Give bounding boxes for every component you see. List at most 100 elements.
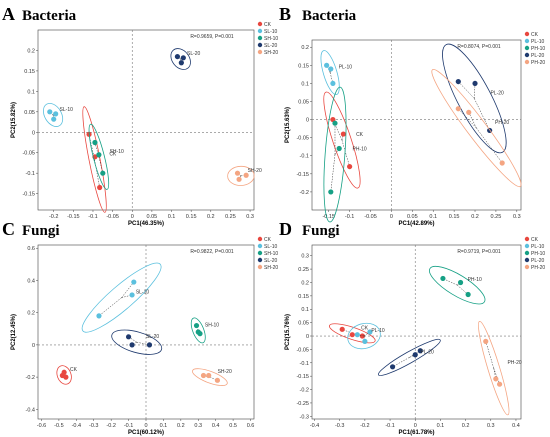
legend-label: PL-20 <box>531 53 545 59</box>
legend-marker <box>524 38 530 44</box>
confidence-ellipse <box>377 338 441 376</box>
legend-label: PL-10 <box>531 39 545 45</box>
data-point <box>359 333 365 339</box>
panel-title: Bacteria <box>22 8 77 24</box>
data-point <box>129 292 135 298</box>
data-point <box>206 372 212 379</box>
x-tick-label: -0.3 <box>89 423 98 429</box>
group-label: SH-10 <box>205 322 219 328</box>
data-point <box>472 80 478 87</box>
spider-line <box>98 156 104 174</box>
spider-line <box>468 112 477 129</box>
group-label: SL-10 <box>136 290 150 296</box>
data-point <box>96 313 102 319</box>
x-tick-label: -0.15 <box>67 214 80 220</box>
spider-line <box>493 368 500 385</box>
y-tick-label: -0.15 <box>296 172 309 178</box>
group-label: CK <box>361 325 369 331</box>
spider-line <box>458 108 477 129</box>
data-point <box>243 172 249 178</box>
group-label: PL-10 <box>371 328 385 334</box>
legend-marker <box>257 35 263 41</box>
plot-frame <box>37 29 255 211</box>
y-tick-label: -0.2 <box>26 375 35 381</box>
confidence-ellipse <box>328 323 376 344</box>
data-point <box>47 109 53 115</box>
y-tick-label: -0.1 <box>300 154 309 160</box>
data-point <box>457 279 464 286</box>
y-tick-label: -0.2 <box>300 190 309 196</box>
x-tick-label: -0.6 <box>37 423 46 429</box>
x-tick-label: 0.3 <box>513 214 521 220</box>
data-point <box>100 170 106 176</box>
y-tick-label: -0.05 <box>296 136 309 142</box>
confidence-ellipse <box>347 322 381 350</box>
y-tick-label: 0.2 <box>301 45 309 51</box>
plot-frame <box>311 39 522 211</box>
legend-marker <box>257 21 263 27</box>
data-point <box>97 184 103 191</box>
group-label: PH-10 <box>468 277 482 283</box>
legend-marker <box>524 250 530 256</box>
y-tick-label: -0.15 <box>22 192 35 198</box>
legend-marker <box>257 243 263 249</box>
data-point <box>193 322 200 329</box>
x-tick-label: -0.2 <box>106 423 115 429</box>
data-point <box>499 160 505 166</box>
stat-text: R=0.9822, P=0.001 <box>190 249 234 255</box>
x-tick-label: -0.05 <box>106 214 119 220</box>
group-label: PL-10 <box>339 65 353 71</box>
panel-d: D Fungi-0.4 -0.3 -0.2 -0.1 0 0.1 0.2 0.3 0.4-0.3-… <box>279 219 545 436</box>
spider-line <box>341 140 350 167</box>
legend-label: PH-20 <box>531 265 545 271</box>
confidence-ellipse <box>323 86 347 223</box>
x-tick-label: 0.2 <box>462 423 470 429</box>
x-tick-label: -0.05 <box>364 214 377 220</box>
x-tick-label: 0.1 <box>437 423 445 429</box>
data-point <box>131 279 137 285</box>
y-tick-label: -0.2 <box>300 388 309 394</box>
confidence-ellipse <box>227 165 255 186</box>
legend-marker <box>524 257 530 263</box>
panel-letter: D <box>279 219 292 239</box>
data-point <box>197 331 203 337</box>
y-tick-label: 0 <box>32 130 35 136</box>
x-tick-label: 0.1 <box>168 214 176 220</box>
y-tick-label: -0.25 <box>296 401 309 407</box>
legend-label: SL-20 <box>264 258 278 264</box>
panel-letter: B <box>279 4 291 24</box>
data-point <box>178 60 184 66</box>
y-tick-label: 0.15 <box>298 294 309 300</box>
confidence-ellipse <box>190 317 206 344</box>
group-label: SH-20 <box>218 369 232 375</box>
x-tick-label: 0.4 <box>212 423 220 429</box>
data-point <box>367 329 373 335</box>
y-tick-label: 0.2 <box>27 311 35 317</box>
data-point <box>328 189 334 195</box>
y-tick-label: 0.6 <box>27 246 35 252</box>
y-tick-label: 0.15 <box>298 63 309 69</box>
legend-label: CK <box>264 22 272 28</box>
y-tick-label: -0.1 <box>300 361 309 367</box>
x-tick-label: -0.1 <box>345 214 354 220</box>
panel-b: B Bacteria -0.15 -0.1 -0.05 0 0.05 0.1 0.15 0.2 0.… <box>279 4 545 227</box>
x-tick-label: -0.3 <box>335 423 344 429</box>
x-tick-label: 0.3 <box>487 423 495 429</box>
x-tick-label: 0.4 <box>512 423 520 429</box>
data-point <box>125 334 132 340</box>
data-point <box>324 62 330 68</box>
confidence-ellipse <box>320 50 340 96</box>
x-tick-label: 0.6 <box>247 423 255 429</box>
data-point <box>63 374 69 380</box>
legend-label: SH-10 <box>264 251 278 257</box>
legend-label: SL-10 <box>264 29 278 35</box>
x-tick-label: 0.3 <box>194 423 202 429</box>
panel-letter: A <box>2 4 15 24</box>
y-tick-label: -0.05 <box>22 151 35 157</box>
data-point <box>146 342 153 348</box>
legend-marker <box>524 52 530 58</box>
legend-label: SH-20 <box>264 265 278 271</box>
x-tick-label: -0.1 <box>124 423 133 429</box>
spider-line <box>330 154 336 192</box>
